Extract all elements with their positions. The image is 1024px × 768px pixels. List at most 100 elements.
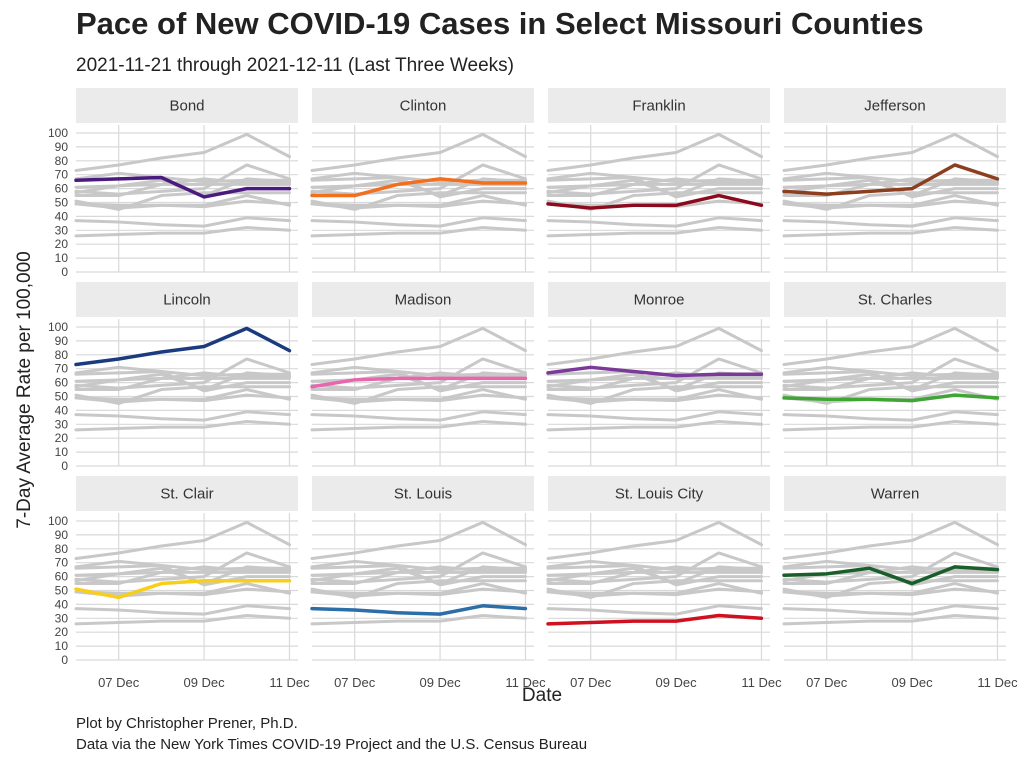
x-tick-label: 09 Dec xyxy=(419,675,461,690)
y-tick-label: 60 xyxy=(55,182,69,196)
x-tick-label: 07 Dec xyxy=(98,675,140,690)
facet-label-bond: Bond xyxy=(169,98,204,115)
facet-label-clinton: Clinton xyxy=(400,98,447,115)
background-series-line-st-charles xyxy=(310,393,527,403)
background-series-line-st-louis-city xyxy=(546,226,763,238)
background-series-line-st-louis xyxy=(74,216,291,228)
background-series-line-jefferson xyxy=(74,163,291,196)
x-axis-title: Date xyxy=(522,685,562,706)
y-tick-label: 60 xyxy=(55,376,69,390)
background-series-line-st-clair xyxy=(310,191,527,211)
series-line-monroe xyxy=(546,365,764,378)
y-tick-label: 70 xyxy=(55,362,69,376)
background-series-line-lincoln xyxy=(782,520,999,561)
x-tick-label: 07 Dec xyxy=(334,675,376,690)
background-series-line-st-louis xyxy=(782,216,999,228)
x-tick-label: 09 Dec xyxy=(655,675,697,690)
facet-strip-lincoln xyxy=(76,282,298,317)
background-series-line-jefferson xyxy=(310,357,527,390)
background-series-line-jefferson xyxy=(782,551,999,584)
series-line-franklin xyxy=(546,193,764,210)
background-series-line-lincoln xyxy=(74,132,291,173)
y-tick-label: 10 xyxy=(55,251,69,265)
background-series-line-lincoln xyxy=(782,132,999,173)
facet-strip-madison xyxy=(312,282,534,317)
background-series-line-st-clair xyxy=(310,579,527,599)
background-series-line-lincoln xyxy=(782,326,999,367)
background-series-line-st-louis xyxy=(310,216,527,228)
facet-label-jefferson: Jefferson xyxy=(864,98,925,115)
background-series-line-st-charles xyxy=(74,587,291,597)
facet-label-st-clair: St. Clair xyxy=(160,486,213,503)
x-tick-label: 11 Dec xyxy=(269,675,310,690)
y-tick-label: 100 xyxy=(48,514,68,528)
y-tick-label: 20 xyxy=(55,431,69,445)
background-series-line-lincoln xyxy=(546,520,763,561)
caption-author: Plot by Christopher Prener, Ph.D. xyxy=(76,715,298,732)
background-series-line-warren xyxy=(546,177,763,198)
facet-label-warren: Warren xyxy=(871,486,920,503)
background-series-line-warren xyxy=(310,565,527,586)
background-series-line-jefferson xyxy=(74,357,291,390)
background-series-line-st-louis-city xyxy=(546,420,763,432)
background-series-line-st-clair xyxy=(310,385,527,405)
facet-label-monroe: Monroe xyxy=(634,292,685,309)
background-series-line-jefferson xyxy=(546,357,763,390)
series-line-st-louis xyxy=(310,604,528,616)
y-tick-label: 90 xyxy=(55,528,69,542)
facet-label-st-louis-city: St. Louis City xyxy=(615,486,704,503)
series-line-jefferson xyxy=(782,163,1000,196)
y-tick-label: 30 xyxy=(55,223,69,237)
background-series-line-st-louis xyxy=(546,216,763,228)
y-tick-label: 40 xyxy=(55,597,69,611)
background-series-line-st-louis xyxy=(74,410,291,422)
facet-strip-jefferson xyxy=(784,88,1006,123)
y-tick-label: 60 xyxy=(55,570,69,584)
background-series-line-st-charles xyxy=(546,393,763,403)
background-series-line-st-louis xyxy=(782,410,999,422)
facet-label-lincoln: Lincoln xyxy=(163,292,211,309)
y-tick-label: 20 xyxy=(55,237,69,251)
series-line-lincoln xyxy=(74,326,292,367)
background-series-line-warren xyxy=(546,565,763,586)
background-series-line-lincoln xyxy=(310,520,527,561)
facet-strip-st-charles xyxy=(784,282,1006,317)
background-series-line-st-louis xyxy=(782,604,999,616)
background-series-line-st-louis-city xyxy=(782,226,999,238)
background-series-line-st-charles xyxy=(782,587,999,597)
background-series-line-st-clair xyxy=(74,385,291,405)
y-tick-label: 40 xyxy=(55,209,69,223)
facet-label-st-louis: St. Louis xyxy=(394,486,452,503)
background-series-line-st-louis-city xyxy=(310,420,527,432)
x-tick-label: 07 Dec xyxy=(806,675,848,690)
y-axis-title: 7-Day Average Rate per 100,000 xyxy=(14,251,35,528)
background-series-line-st-charles xyxy=(782,199,999,209)
background-series-line-st-clair xyxy=(546,385,763,405)
y-tick-label: 90 xyxy=(55,140,69,154)
caption-source: Data via the New York Times COVID-19 Pro… xyxy=(76,736,588,753)
series-line-st-charles xyxy=(782,393,1000,403)
background-series-line-jefferson xyxy=(782,357,999,390)
background-series-line-lincoln xyxy=(310,132,527,173)
chart-subtitle: 2021-11-21 through 2021-12-11 (Last Thre… xyxy=(76,55,514,76)
y-tick-label: 100 xyxy=(48,320,68,334)
background-series-line-warren xyxy=(74,371,291,392)
facet-strip-st-louis xyxy=(312,476,534,511)
background-series-line-st-clair xyxy=(546,579,763,599)
y-tick-label: 20 xyxy=(55,625,69,639)
background-series-line-st-louis xyxy=(546,410,763,422)
facet-strip-warren xyxy=(784,476,1006,511)
y-tick-label: 0 xyxy=(61,459,68,473)
background-series-line-lincoln xyxy=(310,326,527,367)
background-series-line-st-louis-city xyxy=(782,614,999,626)
y-tick-label: 10 xyxy=(55,639,69,653)
background-series-line-st-clair xyxy=(782,385,999,405)
background-series-line-st-clair xyxy=(74,191,291,211)
y-tick-label: 70 xyxy=(55,168,69,182)
background-series-line-st-louis-city xyxy=(310,226,527,238)
background-series-line-st-charles xyxy=(74,393,291,403)
facet-strip-franklin xyxy=(548,88,770,123)
facet-label-madison: Madison xyxy=(395,292,452,309)
series-line-bond xyxy=(74,175,292,199)
series-line-warren xyxy=(782,565,1000,586)
